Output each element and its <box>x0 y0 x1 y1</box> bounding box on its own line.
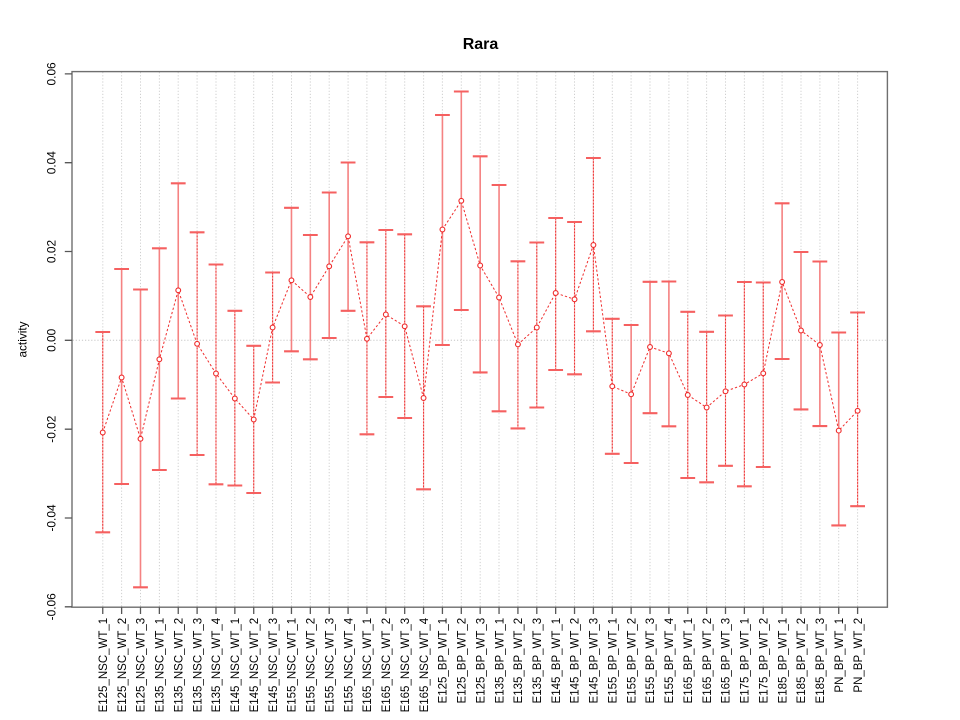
svg-text:E135_NSC_WT_2: E135_NSC_WT_2 <box>173 618 185 713</box>
svg-text:E185_BP_WT_1: E185_BP_WT_1 <box>777 618 789 704</box>
svg-text:E135_BP_WT_2: E135_BP_WT_2 <box>513 618 525 704</box>
svg-text:E125_BP_WT_2: E125_BP_WT_2 <box>457 618 469 704</box>
svg-text:-0.04: -0.04 <box>45 504 59 531</box>
svg-text:E155_BP_WT_4: E155_BP_WT_4 <box>664 617 676 703</box>
svg-text:E155_NSC_WT_2: E155_NSC_WT_2 <box>306 618 318 713</box>
svg-text:PN_BP_WT_1: PN_BP_WT_1 <box>834 618 846 693</box>
svg-text:E165_NSC_WT_3: E165_NSC_WT_3 <box>400 618 412 713</box>
svg-text:E145_BP_WT_2: E145_BP_WT_2 <box>570 618 582 704</box>
svg-text:Rara: Rara <box>463 36 499 53</box>
svg-text:E145_BP_WT_1: E145_BP_WT_1 <box>551 618 563 704</box>
svg-text:0.04: 0.04 <box>45 151 59 175</box>
svg-text:-0.06: -0.06 <box>45 593 59 620</box>
svg-text:E145_BP_WT_3: E145_BP_WT_3 <box>589 618 601 704</box>
svg-text:E135_NSC_WT_1: E135_NSC_WT_1 <box>155 618 167 713</box>
svg-text:E135_BP_WT_1: E135_BP_WT_1 <box>494 618 506 704</box>
svg-text:E155_NSC_WT_3: E155_NSC_WT_3 <box>324 618 336 713</box>
svg-text:E175_BP_WT_2: E175_BP_WT_2 <box>758 618 770 704</box>
svg-text:E145_NSC_WT_3: E145_NSC_WT_3 <box>268 618 280 713</box>
svg-text:E145_NSC_WT_1: E145_NSC_WT_1 <box>230 618 242 713</box>
svg-text:0.00: 0.00 <box>45 328 59 352</box>
svg-text:E165_NSC_WT_4: E165_NSC_WT_4 <box>419 617 431 712</box>
svg-text:E155_NSC_WT_4: E155_NSC_WT_4 <box>343 617 355 712</box>
svg-text:E175_BP_WT_1: E175_BP_WT_1 <box>740 618 752 704</box>
svg-text:E185_BP_WT_3: E185_BP_WT_3 <box>815 618 827 704</box>
svg-text:E165_BP_WT_1: E165_BP_WT_1 <box>683 618 695 704</box>
svg-text:E155_BP_WT_1: E155_BP_WT_1 <box>607 618 619 704</box>
svg-text:E155_NSC_WT_1: E155_NSC_WT_1 <box>287 618 299 713</box>
svg-text:activity: activity <box>15 321 29 357</box>
svg-text:E125_BP_WT_1: E125_BP_WT_1 <box>438 618 450 704</box>
svg-text:E165_NSC_WT_2: E165_NSC_WT_2 <box>381 618 393 713</box>
svg-text:0.06: 0.06 <box>45 62 59 86</box>
svg-text:E155_BP_WT_2: E155_BP_WT_2 <box>626 618 638 704</box>
svg-text:PN_BP_WT_2: PN_BP_WT_2 <box>853 618 865 693</box>
svg-text:E125_BP_WT_3: E125_BP_WT_3 <box>475 618 487 704</box>
svg-text:-0.02: -0.02 <box>45 415 59 442</box>
svg-text:E145_NSC_WT_2: E145_NSC_WT_2 <box>249 618 261 713</box>
svg-text:E135_NSC_WT_3: E135_NSC_WT_3 <box>192 618 204 713</box>
svg-text:E135_BP_WT_3: E135_BP_WT_3 <box>532 618 544 704</box>
svg-text:E185_BP_WT_2: E185_BP_WT_2 <box>796 618 808 704</box>
svg-text:E165_NSC_WT_1: E165_NSC_WT_1 <box>362 618 374 713</box>
svg-text:E125_NSC_WT_3: E125_NSC_WT_3 <box>136 618 148 713</box>
svg-text:E165_BP_WT_3: E165_BP_WT_3 <box>721 618 733 704</box>
svg-text:E125_NSC_WT_2: E125_NSC_WT_2 <box>117 618 129 713</box>
svg-text:E155_BP_WT_3: E155_BP_WT_3 <box>645 618 657 704</box>
svg-text:0.02: 0.02 <box>45 240 59 264</box>
svg-text:E165_BP_WT_2: E165_BP_WT_2 <box>702 618 714 704</box>
svg-text:E135_NSC_WT_4: E135_NSC_WT_4 <box>211 617 223 712</box>
svg-text:E125_NSC_WT_1: E125_NSC_WT_1 <box>98 618 110 713</box>
